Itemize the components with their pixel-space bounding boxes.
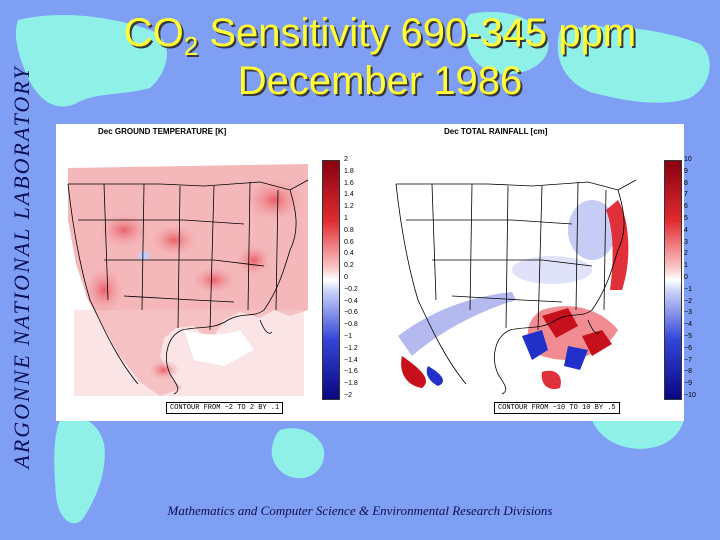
colorbar-tick-label: −2 [684, 297, 692, 305]
colorbar-tick-label: −9 [684, 380, 692, 388]
colorbar-tick-label: 1.4 [344, 191, 354, 199]
colorbar-tick-label: −1 [684, 285, 692, 293]
colorbar-tick-label: 0.4 [344, 250, 354, 258]
colorbar-tick-label: −10 [684, 392, 696, 399]
colorbar-tick-label: 2 [344, 156, 348, 163]
colorbar-tick-label: 3 [684, 238, 688, 246]
colorbar-tick-label: −6 [684, 344, 692, 352]
colorbar-tick-label: −1.6 [344, 368, 358, 376]
footer-credit: Mathematics and Computer Science & Envir… [167, 503, 553, 518]
colorbar-tick-label: 5 [684, 215, 688, 222]
colorbar-tick-label: 7 [684, 191, 688, 199]
colorbar-tick-label: −3 [684, 309, 692, 317]
colorbar-tick-label: −7 [684, 356, 692, 364]
rainfall-panel-title: Dec TOTAL RAINFALL [cm] [444, 127, 548, 136]
colorbar-tick-label: −0.4 [344, 297, 358, 305]
temperature-map [64, 160, 310, 398]
colorbar-tick-label: −4 [684, 321, 692, 329]
colorbar-tick-label: 0 [344, 274, 348, 281]
colorbar-tick-label: 8 [684, 179, 688, 187]
colorbar-tick-label: 1.8 [344, 167, 354, 175]
colorbar-tick-label: −8 [684, 368, 692, 376]
temperature-colorbar [322, 160, 340, 400]
colorbar-tick-label: 2 [684, 250, 688, 258]
colorbar-tick-label: 1 [344, 215, 348, 222]
colorbar-tick-label: 1.2 [344, 203, 354, 211]
rainfall-contour-note: CONTOUR FROM −10 TO 10 BY .5 [494, 402, 620, 414]
title-rest: Sensitivity 690-345 ppm [198, 11, 637, 55]
slide-title: CO2 Sensitivity 690-345 ppm [60, 10, 700, 69]
colorbar-tick-label: −0.2 [344, 285, 358, 293]
temperature-colorbar-labels: 2 1.8 1.6 1.4 1.2 1 0.8 0.6 0.4 0.2 0 −0.2 −0.4 −0.6 −… [344, 156, 384, 400]
colorbar-tick-label: 4 [684, 226, 688, 234]
rainfall-map [392, 160, 638, 398]
model-output-figure: Dec GROUND TEMPERATURE [K] [56, 124, 696, 421]
colorbar-tick-label: −2 [344, 392, 352, 399]
title-prefix: CO [123, 11, 184, 55]
colorbar-tick-label: −1.8 [344, 380, 358, 388]
colorbar-tick-label: 0.8 [344, 226, 354, 234]
colorbar-tick-label: 0 [684, 274, 688, 281]
colorbar-tick-label: 10 [684, 156, 692, 163]
title-subscript: 2 [183, 31, 199, 61]
rainfall-colorbar [664, 160, 682, 400]
colorbar-tick-label: −5 [684, 333, 692, 340]
colorbar-tick-label: 1 [684, 262, 688, 270]
side-label: ARGONNE NATIONAL LABORATORY [9, 65, 34, 469]
colorbar-tick-label: −1.4 [344, 356, 358, 364]
temperature-contour-note: CONTOUR FROM −2 TO 2 BY .1 [166, 402, 284, 414]
colorbar-tick-label: 0.2 [344, 262, 354, 270]
temperature-panel-title: Dec GROUND TEMPERATURE [K] [98, 127, 227, 136]
colorbar-tick-label: 9 [684, 167, 688, 175]
slide-subtitle: December 1986 [237, 59, 523, 103]
colorbar-tick-label: 1.6 [344, 179, 354, 187]
colorbar-tick-label: 0.6 [344, 238, 354, 246]
colorbar-tick-label: −0.6 [344, 309, 358, 317]
colorbar-tick-label: 6 [684, 203, 688, 211]
colorbar-tick-label: −1.2 [344, 344, 358, 352]
colorbar-tick-label: −1 [344, 333, 352, 340]
colorbar-tick-label: −0.8 [344, 321, 358, 329]
